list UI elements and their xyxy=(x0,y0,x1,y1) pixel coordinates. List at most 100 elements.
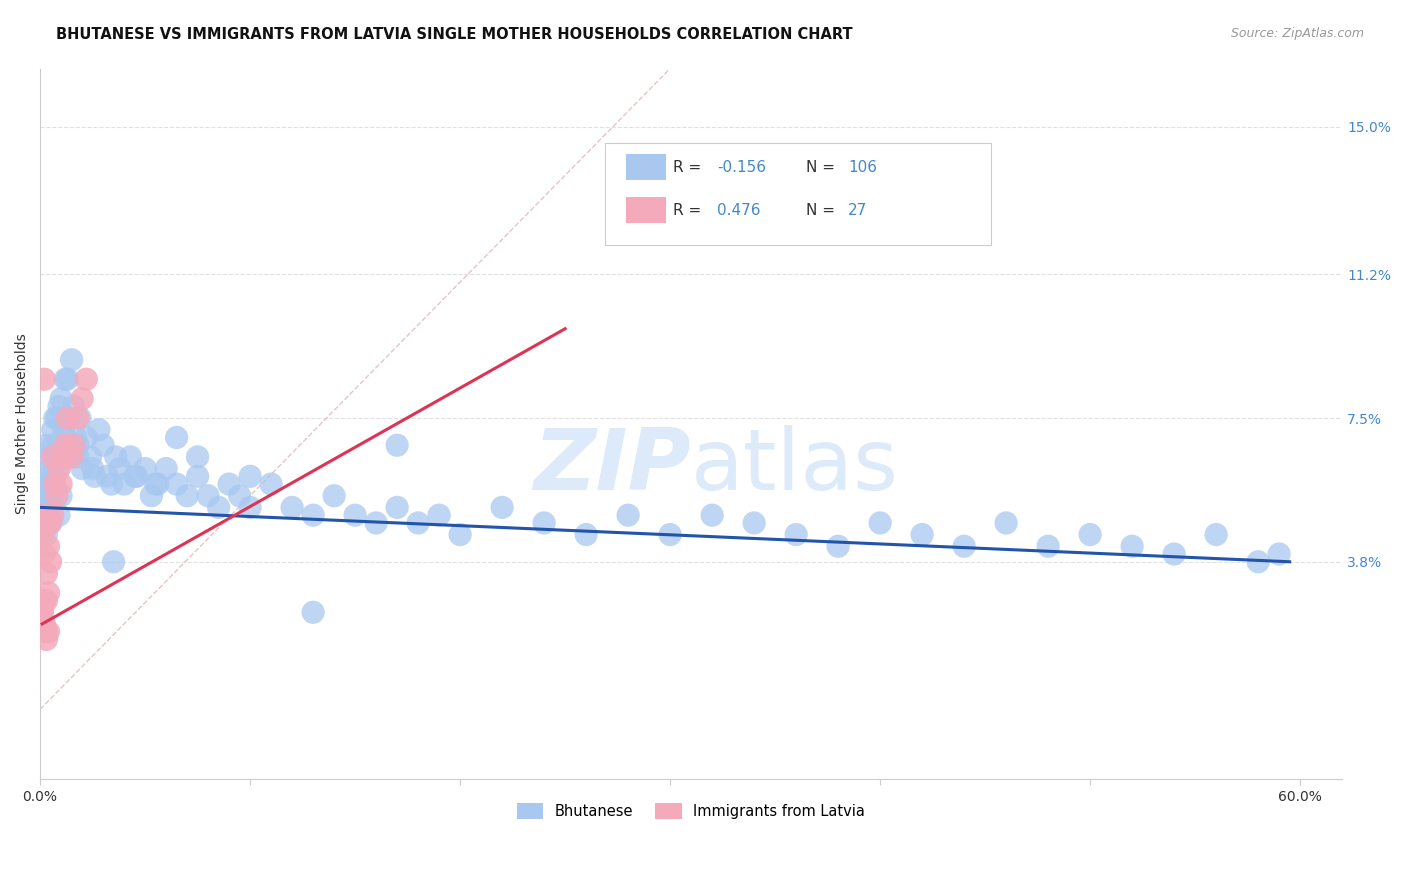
Point xyxy=(38,484,60,499)
Legend: Bhutanese, Immigrants from Latvia: Bhutanese, Immigrants from Latvia xyxy=(512,797,870,825)
Point xyxy=(575,527,598,541)
Text: 27: 27 xyxy=(848,203,868,218)
Point xyxy=(38,450,60,464)
Point xyxy=(120,450,142,464)
Point xyxy=(1121,539,1143,553)
Point xyxy=(34,500,56,515)
Point xyxy=(1078,527,1101,541)
Point xyxy=(39,489,62,503)
Point xyxy=(66,411,89,425)
Point xyxy=(48,461,70,475)
Point xyxy=(35,438,58,452)
Point xyxy=(108,461,131,475)
Point xyxy=(62,400,84,414)
Point xyxy=(187,469,209,483)
Point xyxy=(66,450,89,464)
Point xyxy=(75,430,97,444)
Text: ZIP: ZIP xyxy=(533,425,692,508)
Point xyxy=(60,450,83,464)
Point xyxy=(79,450,101,464)
Point xyxy=(39,516,62,530)
Point xyxy=(146,477,169,491)
Point xyxy=(45,489,67,503)
Point xyxy=(45,438,67,452)
Point xyxy=(60,352,83,367)
Text: BHUTANESE VS IMMIGRANTS FROM LATVIA SINGLE MOTHER HOUSEHOLDS CORRELATION CHART: BHUTANESE VS IMMIGRANTS FROM LATVIA SING… xyxy=(56,27,853,42)
Point xyxy=(176,489,198,503)
Point xyxy=(1163,547,1185,561)
Point xyxy=(38,586,60,600)
Point xyxy=(53,372,76,386)
Point xyxy=(141,489,163,503)
Point xyxy=(827,539,849,553)
Point xyxy=(207,500,229,515)
Point xyxy=(112,477,135,491)
Point xyxy=(31,605,53,619)
Point xyxy=(1268,547,1291,561)
Point xyxy=(69,411,91,425)
Point xyxy=(659,527,682,541)
Point xyxy=(323,489,346,503)
Point xyxy=(49,477,72,491)
Point xyxy=(70,461,93,475)
Point xyxy=(48,508,70,523)
Point xyxy=(52,450,75,464)
Point xyxy=(385,500,408,515)
Point xyxy=(82,461,104,475)
Text: Source: ZipAtlas.com: Source: ZipAtlas.com xyxy=(1230,27,1364,40)
Point xyxy=(953,539,976,553)
Point xyxy=(31,504,53,518)
Point xyxy=(124,469,146,483)
Point xyxy=(41,508,63,523)
Point xyxy=(34,547,56,561)
Point xyxy=(218,477,240,491)
Point xyxy=(35,632,58,647)
Point xyxy=(869,516,891,530)
Point xyxy=(66,438,89,452)
Point xyxy=(62,438,84,452)
Point xyxy=(700,508,723,523)
Point xyxy=(58,411,80,425)
Point xyxy=(1247,555,1270,569)
Point xyxy=(41,489,63,503)
Point xyxy=(65,430,87,444)
Point xyxy=(406,516,429,530)
Point xyxy=(44,477,66,491)
Point xyxy=(39,477,62,491)
Point xyxy=(281,500,304,515)
Point xyxy=(39,500,62,515)
Point xyxy=(35,477,58,491)
Text: -0.156: -0.156 xyxy=(717,161,766,175)
Point xyxy=(35,566,58,581)
Point xyxy=(38,624,60,639)
Point xyxy=(34,524,56,538)
Point xyxy=(34,616,56,631)
Point xyxy=(41,438,63,452)
Point xyxy=(48,461,70,475)
Point xyxy=(35,489,58,503)
Point xyxy=(34,516,56,530)
Point xyxy=(38,469,60,483)
Point xyxy=(96,469,118,483)
Point xyxy=(785,527,807,541)
Point xyxy=(187,450,209,464)
Point xyxy=(166,430,188,444)
Text: R =: R = xyxy=(673,203,707,218)
Point xyxy=(125,469,148,483)
Point xyxy=(45,411,67,425)
Point xyxy=(38,539,60,553)
Point xyxy=(34,524,56,538)
Point xyxy=(53,438,76,452)
Point xyxy=(533,516,555,530)
Point xyxy=(166,477,188,491)
Point xyxy=(52,423,75,437)
Point xyxy=(197,489,219,503)
Point xyxy=(302,508,325,523)
Point xyxy=(35,593,58,607)
Point xyxy=(103,555,125,569)
Y-axis label: Single Mother Households: Single Mother Households xyxy=(15,334,30,515)
Point xyxy=(75,372,97,386)
Point xyxy=(53,430,76,444)
Point xyxy=(995,516,1018,530)
Point xyxy=(302,605,325,619)
